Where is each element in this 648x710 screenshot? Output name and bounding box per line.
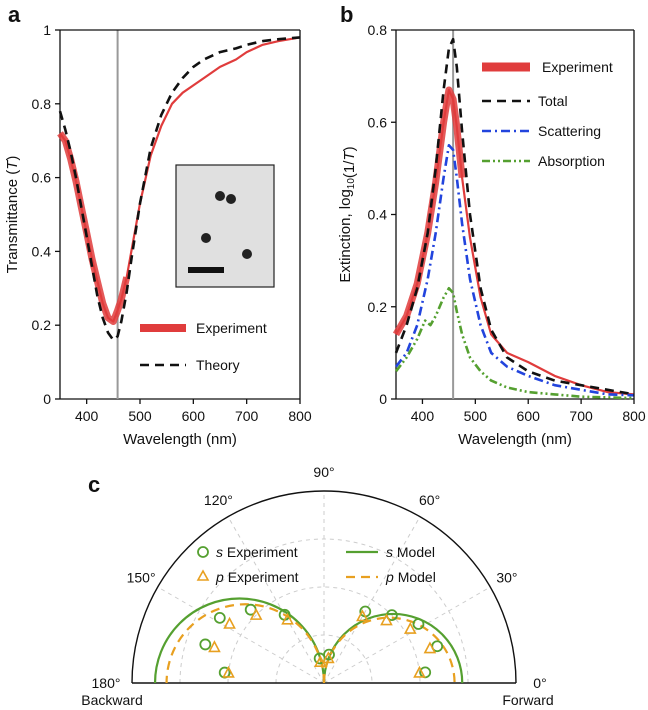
x-tick-label: 400 bbox=[411, 408, 435, 424]
marker-p-experiment bbox=[322, 651, 335, 664]
y-tick-label: 0.2 bbox=[368, 299, 388, 315]
series-line-total bbox=[394, 37, 635, 396]
marker-p-experiment bbox=[380, 613, 393, 626]
polar-grid-circle bbox=[227, 586, 421, 684]
y-tick-label: 0.4 bbox=[368, 207, 388, 223]
legend-label-total: Total bbox=[538, 93, 568, 109]
legend-label-experiment: Experiment bbox=[196, 320, 267, 336]
y-axis-label: Transmittance (T) bbox=[4, 156, 21, 274]
marker-p-experiment bbox=[314, 654, 327, 668]
series-line-theory bbox=[58, 36, 301, 342]
legend-label-p-model: p Model bbox=[385, 569, 436, 585]
series-band-experiment bbox=[392, 86, 466, 337]
inset-frame bbox=[175, 164, 275, 288]
panel-c-label: c bbox=[88, 472, 100, 497]
marker-p-experiment bbox=[356, 609, 369, 622]
marker-p-experiment bbox=[222, 665, 235, 678]
legend-swatch-p-experiment bbox=[196, 569, 210, 581]
nanoparticle bbox=[215, 191, 225, 201]
scale-bar bbox=[188, 267, 224, 273]
inset-micrograph bbox=[175, 164, 275, 288]
marker-p-experiment bbox=[249, 607, 263, 620]
x-tick-label: 800 bbox=[622, 408, 646, 424]
panel-a-label: a bbox=[8, 2, 21, 27]
series-band-experiment bbox=[57, 131, 131, 325]
forward-label: Forward bbox=[502, 692, 553, 708]
y-tick-label: 0 bbox=[43, 391, 51, 407]
x-tick-label: 500 bbox=[128, 408, 152, 424]
nanoparticle bbox=[226, 194, 236, 204]
series-line-absorption bbox=[394, 287, 635, 400]
nanoparticle bbox=[201, 233, 211, 243]
angle-label: 150° bbox=[127, 569, 156, 585]
y-tick-label: 1 bbox=[43, 22, 51, 38]
x-axis-label: Wavelength (nm) bbox=[458, 431, 572, 448]
legend-label-scattering: Scattering bbox=[538, 123, 601, 139]
polar-grid-circle bbox=[275, 634, 373, 684]
x-tick-label: 800 bbox=[288, 408, 312, 424]
panel-a-chart: 400 500 600 700 800 0 0.2 0.4 0.6 0.8 1 Wavelength … bbox=[4, 22, 312, 448]
y-tick-label: 0.6 bbox=[368, 114, 388, 130]
angle-label: 30° bbox=[496, 569, 517, 585]
model-lobe-backward bbox=[165, 603, 326, 684]
legend-label-p-experiment: p Experiment bbox=[215, 569, 299, 585]
backward-label: Backward bbox=[81, 692, 142, 708]
y-tick-label: 0 bbox=[379, 391, 387, 407]
marker-p-experiment bbox=[413, 665, 426, 678]
marker-s-experiment bbox=[412, 618, 425, 630]
legend-label-s-model: s Model bbox=[386, 544, 435, 560]
angle-label: 0° bbox=[533, 675, 546, 691]
polar-spoke bbox=[323, 586, 491, 684]
y-tick-label: 0.6 bbox=[32, 170, 52, 186]
marker-p-experiment bbox=[423, 641, 437, 654]
polar-spoke bbox=[157, 586, 325, 684]
model-lobe-backward bbox=[153, 597, 326, 684]
marker-s-experiment bbox=[199, 638, 212, 651]
marker-p-experiment bbox=[403, 621, 417, 634]
y-axis-label: Extinction, log10(1/T) bbox=[337, 146, 358, 282]
y-tick-label: 0.4 bbox=[32, 243, 52, 259]
legend-label-experiment: Experiment bbox=[542, 59, 613, 75]
angle-label: 90° bbox=[313, 464, 334, 480]
legend-label-theory: Theory bbox=[196, 357, 240, 373]
y-tick-label: 0.8 bbox=[368, 22, 388, 38]
y-tick-label: 0.2 bbox=[32, 317, 52, 333]
x-tick-label: 400 bbox=[75, 408, 99, 424]
nanoparticle bbox=[242, 249, 252, 259]
x-tick-label: 500 bbox=[464, 408, 488, 424]
marker-p-experiment bbox=[223, 616, 236, 629]
angle-label: 60° bbox=[419, 492, 440, 508]
marker-p-experiment bbox=[208, 640, 221, 653]
x-tick-label: 700 bbox=[569, 408, 593, 424]
legend-swatch-s-experiment bbox=[197, 546, 209, 558]
panel-b-label: b bbox=[340, 2, 353, 27]
x-tick-label: 600 bbox=[182, 408, 206, 424]
legend-label-s-experiment: s Experiment bbox=[216, 544, 298, 560]
series-line-scattering bbox=[394, 144, 635, 397]
polar-spoke bbox=[227, 516, 325, 684]
polar-spoke bbox=[323, 516, 421, 684]
marker-s-experiment bbox=[213, 611, 226, 624]
x-tick-label: 600 bbox=[517, 408, 541, 424]
x-axis-label: Wavelength (nm) bbox=[123, 431, 237, 448]
angle-label: 180° bbox=[92, 675, 121, 691]
y-tick-label: 0.8 bbox=[32, 96, 52, 112]
panel-c-chart: 0° 30° 60° 90° 120° 150° 180°Backward Forward s … bbox=[81, 464, 553, 708]
legend-label-absorption: Absorption bbox=[538, 153, 605, 169]
marker-p-experiment bbox=[281, 612, 294, 625]
panel-b-chart: 400 500 600 700 800 0 0.2 0.4 0.6 0.8 Wavelength (… bbox=[337, 22, 646, 448]
angle-label: 120° bbox=[204, 492, 233, 508]
polar-outer-arc bbox=[131, 490, 517, 684]
x-tick-label: 700 bbox=[235, 408, 259, 424]
